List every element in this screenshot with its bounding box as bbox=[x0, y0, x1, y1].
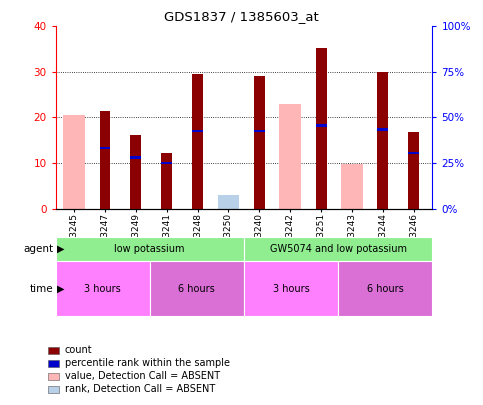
Text: 3 hours: 3 hours bbox=[84, 284, 121, 294]
Text: percentile rank within the sample: percentile rank within the sample bbox=[65, 358, 230, 368]
Bar bbox=[316, 48, 327, 209]
Bar bbox=[150, 261, 244, 316]
Text: rank, Detection Call = ABSENT: rank, Detection Call = ABSENT bbox=[65, 384, 215, 394]
Text: ▶: ▶ bbox=[57, 244, 64, 254]
Text: time: time bbox=[29, 284, 53, 294]
Text: value, Detection Call = ABSENT: value, Detection Call = ABSENT bbox=[65, 371, 220, 381]
Text: ▶: ▶ bbox=[57, 284, 64, 294]
Text: 3 hours: 3 hours bbox=[272, 284, 310, 294]
Text: 6 hours: 6 hours bbox=[367, 284, 404, 294]
Bar bbox=[316, 124, 327, 126]
Bar bbox=[244, 237, 432, 261]
Bar bbox=[408, 132, 419, 209]
Bar bbox=[99, 111, 110, 209]
Bar bbox=[408, 151, 419, 154]
Text: agent: agent bbox=[23, 244, 53, 254]
Bar bbox=[378, 128, 388, 131]
Bar bbox=[130, 135, 141, 209]
Bar bbox=[244, 261, 338, 316]
Bar bbox=[99, 147, 110, 149]
Bar bbox=[192, 130, 203, 132]
Bar bbox=[56, 261, 150, 316]
Bar bbox=[130, 156, 141, 159]
Text: 6 hours: 6 hours bbox=[178, 284, 215, 294]
Bar bbox=[218, 204, 239, 209]
Bar bbox=[218, 195, 239, 209]
Text: low potassium: low potassium bbox=[114, 244, 185, 254]
Text: GDS1837 / 1385603_at: GDS1837 / 1385603_at bbox=[164, 10, 319, 23]
Bar bbox=[161, 162, 172, 164]
Bar bbox=[254, 77, 265, 209]
Bar bbox=[341, 164, 363, 209]
Bar bbox=[378, 72, 388, 209]
Bar bbox=[161, 153, 172, 209]
Bar bbox=[254, 130, 265, 132]
Bar bbox=[63, 115, 85, 209]
Text: GW5074 and low potassium: GW5074 and low potassium bbox=[270, 244, 407, 254]
Bar bbox=[192, 74, 203, 209]
Bar bbox=[56, 237, 244, 261]
Bar bbox=[338, 261, 432, 316]
Text: count: count bbox=[65, 345, 92, 355]
Bar bbox=[280, 104, 301, 209]
